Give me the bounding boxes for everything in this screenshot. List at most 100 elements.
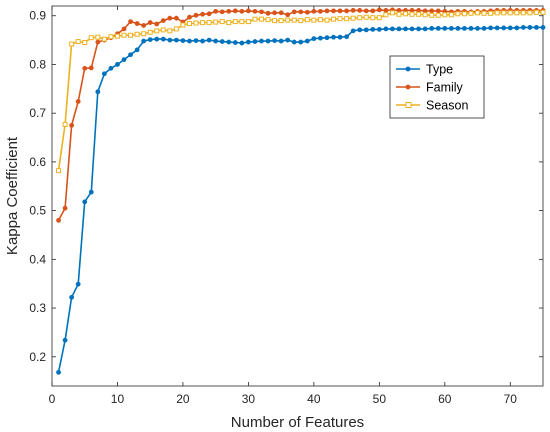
data-point [226,8,232,14]
data-point [141,23,147,28]
data-point [186,21,192,27]
data-point [82,199,88,205]
data-point [494,10,500,16]
data-point [376,26,382,32]
data-point [442,26,448,31]
x-tick-label: 0 [49,392,56,406]
data-point [344,34,349,40]
series-type [56,25,546,375]
data-point [311,36,317,42]
x-axis-label: Number of Features [231,414,364,431]
data-point [481,26,487,31]
data-point [272,10,277,16]
data-point [285,12,291,18]
x-tick-label: 10 [111,392,125,406]
data-point [298,9,304,15]
data-point [376,15,382,21]
y-tick-label: 0.2 [29,350,46,364]
data-point [357,15,363,21]
data-point [114,33,120,39]
data-point [252,39,258,44]
data-point [56,217,61,223]
data-point [311,8,317,14]
data-point [173,26,179,32]
data-point [475,10,481,16]
data-point [468,26,474,31]
legend-item-family: Family [396,81,464,95]
data-point [121,57,127,62]
data-point [337,34,343,40]
y-tick-label: 0.7 [29,106,46,120]
data-point [121,26,127,32]
data-point [363,14,369,20]
data-point [200,20,206,26]
data-point [298,39,304,45]
data-point [389,10,395,16]
data-point [409,26,415,32]
data-point [265,17,271,23]
data-point [193,12,199,18]
data-point [167,28,173,34]
data-point [134,47,140,53]
data-point [540,25,546,30]
data-point [62,121,68,127]
legend-label: Family [426,81,464,95]
data-point [304,38,310,44]
data-point [403,26,408,32]
data-point [344,8,349,14]
data-point [488,25,494,31]
data-point [383,7,389,13]
data-point [337,16,343,22]
data-point [350,7,356,13]
data-point [462,26,467,31]
data-point [265,38,271,44]
data-point [245,8,251,14]
data-point [75,281,81,287]
legend-item-season: Season [396,99,468,113]
data-point [468,10,474,16]
data-point [134,21,140,26]
data-point [219,19,225,25]
data-point [278,18,284,24]
data-point [488,10,494,16]
legend-label: Type [426,63,453,77]
data-point [219,39,225,44]
x-tick-label: 30 [242,392,256,406]
data-point [390,26,395,32]
data-point [121,32,127,38]
data-point [69,122,75,128]
data-point [363,8,369,14]
data-point [147,37,153,43]
data-point [147,20,153,25]
legend-item-type: Type [396,63,453,77]
data-point [265,10,271,16]
data-point [180,38,186,43]
legend-marker [405,102,412,108]
data-point [245,39,251,45]
data-point [429,8,435,14]
data-point [252,8,258,14]
series-season [56,9,546,174]
data-point [160,36,166,42]
data-point [88,189,94,195]
data-point [475,26,480,31]
data-point [350,28,356,34]
data-point [141,31,147,37]
data-point [147,29,153,35]
data-point [435,26,441,31]
data-point [187,14,192,20]
x-tick-label: 50 [373,392,387,406]
data-point [206,37,212,43]
data-point [481,10,487,16]
data-point [331,16,337,22]
data-point [291,39,297,45]
data-point [331,8,336,14]
data-point [213,38,219,44]
data-point [370,15,376,21]
data-point [200,38,205,44]
data-point [56,369,61,375]
data-point [167,15,173,21]
data-point [357,7,363,13]
data-point [514,10,520,16]
